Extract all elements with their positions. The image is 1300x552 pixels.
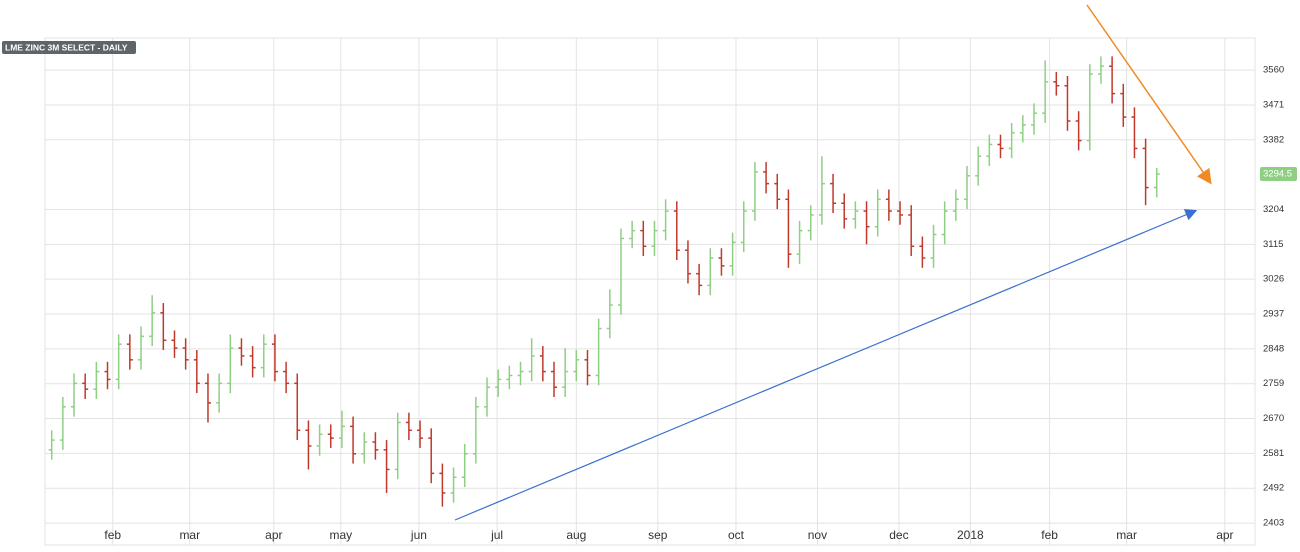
- x-tick-label: dec: [889, 528, 908, 542]
- x-tick-label: apr: [1216, 528, 1233, 542]
- y-tick-label: 3204: [1263, 204, 1284, 215]
- y-tick-label: 3560: [1263, 65, 1284, 76]
- last-price-badge: [1260, 167, 1297, 182]
- x-tick-label: sep: [648, 528, 668, 542]
- x-tick-label: may: [329, 528, 352, 542]
- y-tick-label: 3382: [1263, 134, 1284, 145]
- y-tick-label: 2403: [1263, 518, 1284, 529]
- y-tick-label: 3115: [1263, 239, 1283, 250]
- x-tick-label: 2018: [957, 528, 984, 542]
- grid: [45, 38, 1255, 545]
- y-tick-label: 2492: [1263, 483, 1284, 494]
- x-tick-label: feb: [104, 528, 121, 542]
- x-tick-label: feb: [1041, 528, 1058, 542]
- y-tick-label: 3471: [1263, 99, 1284, 110]
- y-tick-label: 2759: [1263, 378, 1284, 389]
- x-tick-label: apr: [265, 528, 282, 542]
- x-tick-label: oct: [728, 528, 745, 542]
- title-badge: [2, 41, 136, 54]
- x-tick-label: jul: [490, 528, 503, 542]
- chart-title: LME ZINC 3M SELECT - DAILY: [5, 42, 128, 52]
- x-tick-label: aug: [566, 528, 586, 542]
- bars: [48, 56, 1160, 507]
- trend-arrow-down: [1086, 4, 1212, 185]
- y-tick-label: 2670: [1263, 413, 1284, 424]
- trend-arrow-up: [454, 209, 1198, 521]
- y-tick-label: 3026: [1263, 274, 1284, 285]
- x-tick-label: nov: [808, 528, 827, 542]
- plot-area: [44, 37, 1256, 546]
- x-tick-label: mar: [179, 528, 200, 542]
- x-tick-label: mar: [1116, 528, 1137, 542]
- y-tick-label: 2937: [1263, 309, 1284, 320]
- y-tick-label: 2848: [1263, 343, 1284, 354]
- last-price-label: 3294.5: [1263, 169, 1292, 180]
- y-tick-label: 2581: [1263, 448, 1284, 459]
- x-tick-label: jun: [410, 528, 427, 542]
